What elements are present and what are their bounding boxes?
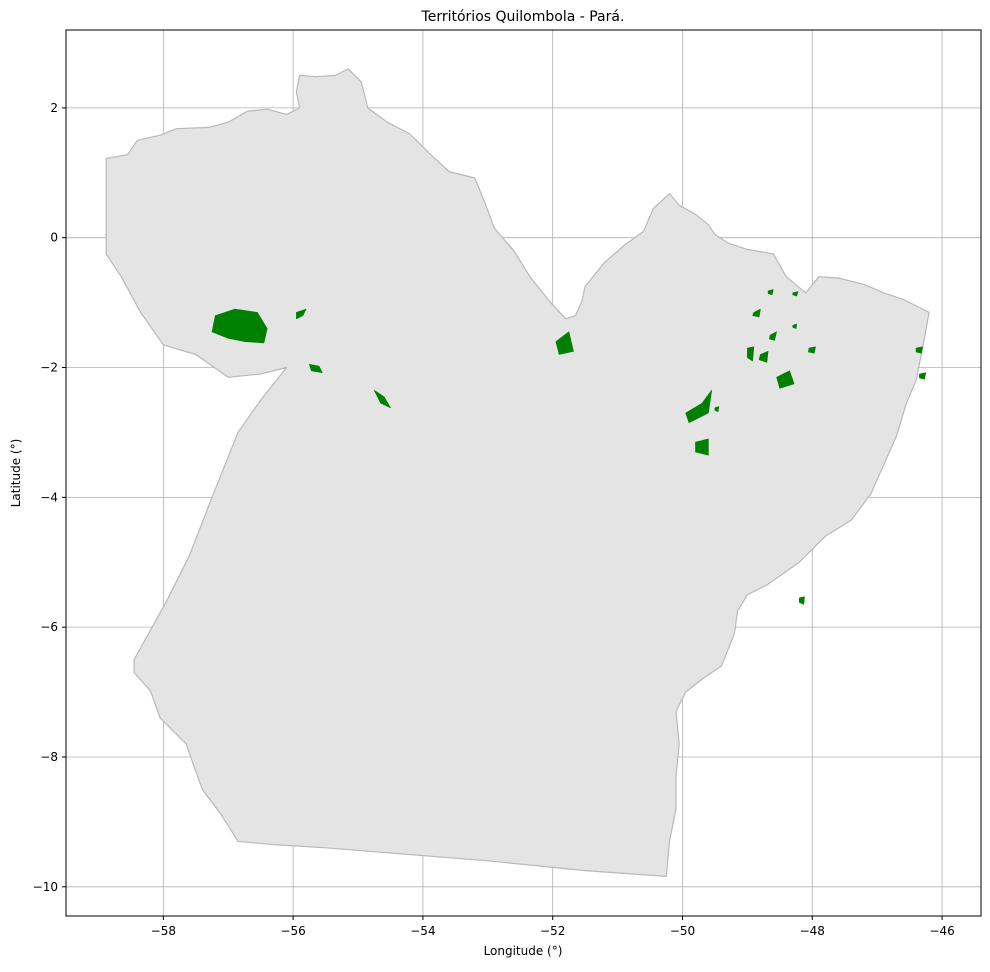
quilombola-territory [769, 331, 777, 341]
y-tick-label: −8 [40, 750, 58, 764]
state-outline-para [105, 68, 930, 878]
x-tick-label: −54 [410, 924, 435, 938]
y-tick-label: 2 [50, 101, 58, 115]
quilombola-territory [685, 389, 713, 424]
y-axis-label: Latitude (°) [9, 439, 23, 508]
quilombola-territory [555, 331, 574, 355]
quilombola-territory [915, 346, 923, 354]
x-tick-label: −52 [540, 924, 565, 938]
quilombola-territory [792, 323, 798, 329]
x-tick-label: −50 [670, 924, 695, 938]
territory-layer [211, 289, 927, 605]
x-tick-label: −58 [151, 924, 176, 938]
quilombola-territory [211, 308, 268, 344]
quilombola-territory [792, 291, 799, 297]
y-tick-label: −2 [40, 361, 58, 375]
quilombola-territory [695, 438, 709, 456]
quilombola-territory [798, 596, 805, 605]
quilombola-territory [776, 370, 795, 389]
quilombola-territory [309, 363, 323, 374]
quilombola-territory [714, 406, 720, 413]
quilombola-territory [752, 308, 761, 318]
axes-frame [65, 29, 982, 917]
y-tick-label: −10 [33, 880, 58, 894]
chart-title: Territórios Quilombola - Pará. [421, 9, 625, 25]
quilombola-territory [296, 308, 307, 320]
y-tick-label: 0 [50, 231, 58, 245]
x-tick-label: −56 [280, 924, 305, 938]
x-axis-label: Longitude (°) [484, 944, 563, 958]
state-layer [105, 68, 930, 878]
y-tick-label: −6 [40, 620, 58, 634]
quilombola-territory [767, 289, 774, 296]
ticks: −58 −56 −54 −52 −50 −48 −46 2 0 −2 −4 −6 −8 −10 [33, 101, 955, 938]
quilombola-territory [373, 389, 391, 409]
quilombola-territory [758, 350, 769, 363]
y-tick-label: −4 [40, 490, 58, 504]
x-tick-label: −46 [929, 924, 954, 938]
quilombola-territory [747, 346, 755, 362]
quilombola-territory [808, 346, 816, 354]
x-tick-label: −48 [800, 924, 825, 938]
quilombola-territory [919, 372, 927, 380]
